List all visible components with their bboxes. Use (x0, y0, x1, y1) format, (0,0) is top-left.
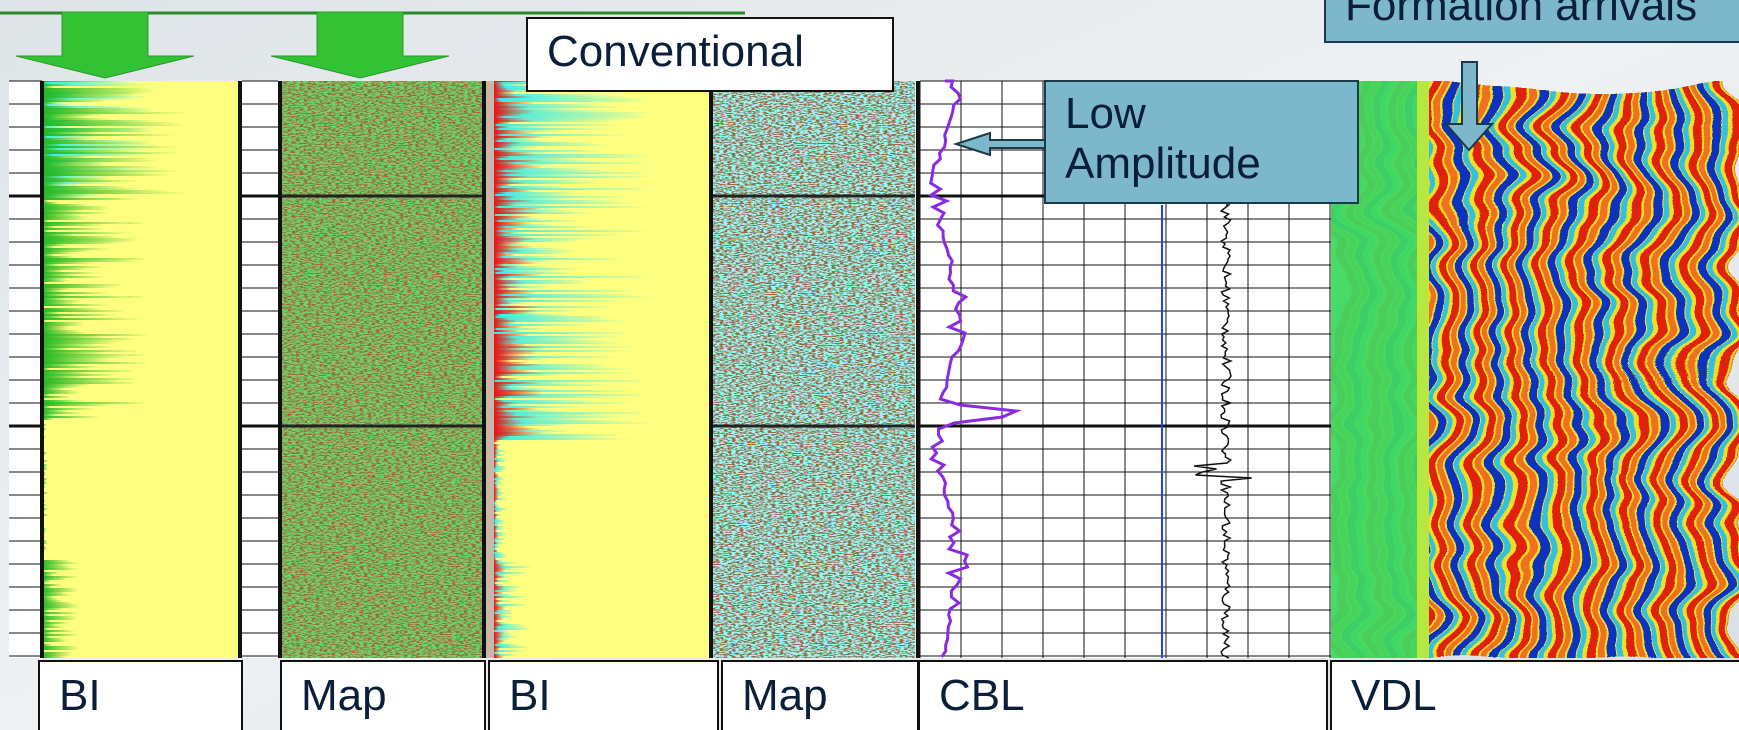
vdl-casing (1417, 81, 1429, 658)
track-label: VDL (1351, 671, 1437, 720)
separator (486, 81, 494, 658)
callout-box (526, 17, 894, 92)
log-tracks (9, 81, 1739, 658)
bi-curve (42, 81, 191, 658)
track-label-box (918, 660, 1328, 730)
track-label: Map (742, 671, 828, 720)
track-label: BI (509, 671, 551, 720)
callout-arrow (1443, 61, 1495, 152)
callout-text: Formation arrivals (1345, 0, 1697, 30)
arrow (15, 11, 195, 79)
bi-curve (494, 81, 544, 658)
track-label-box (38, 660, 243, 730)
track-label: Map (301, 671, 387, 720)
track-label-box (280, 660, 486, 730)
track-label: BI (59, 671, 101, 720)
cbl-curve (927, 79, 1022, 658)
track-labels: BI Map BI Map CBL VDL (38, 660, 1739, 730)
callout-text: Low (1065, 89, 1146, 138)
track-label-box (1330, 660, 1739, 730)
map-track (281, 81, 482, 658)
amplitude-curve (1194, 204, 1252, 659)
arrow (270, 11, 450, 79)
callout-box (1324, 0, 1739, 43)
callout-text: Amplitude (1065, 139, 1261, 188)
track-label-box (488, 660, 719, 730)
depth-ruler (242, 81, 278, 658)
depth-ruler (9, 81, 42, 658)
bi-curve (494, 81, 662, 658)
callout-arrow (952, 131, 1046, 157)
map-track (713, 81, 915, 658)
track-label: CBL (939, 671, 1025, 720)
callout-text: Conventional (547, 27, 804, 76)
track-borders (40, 81, 920, 658)
